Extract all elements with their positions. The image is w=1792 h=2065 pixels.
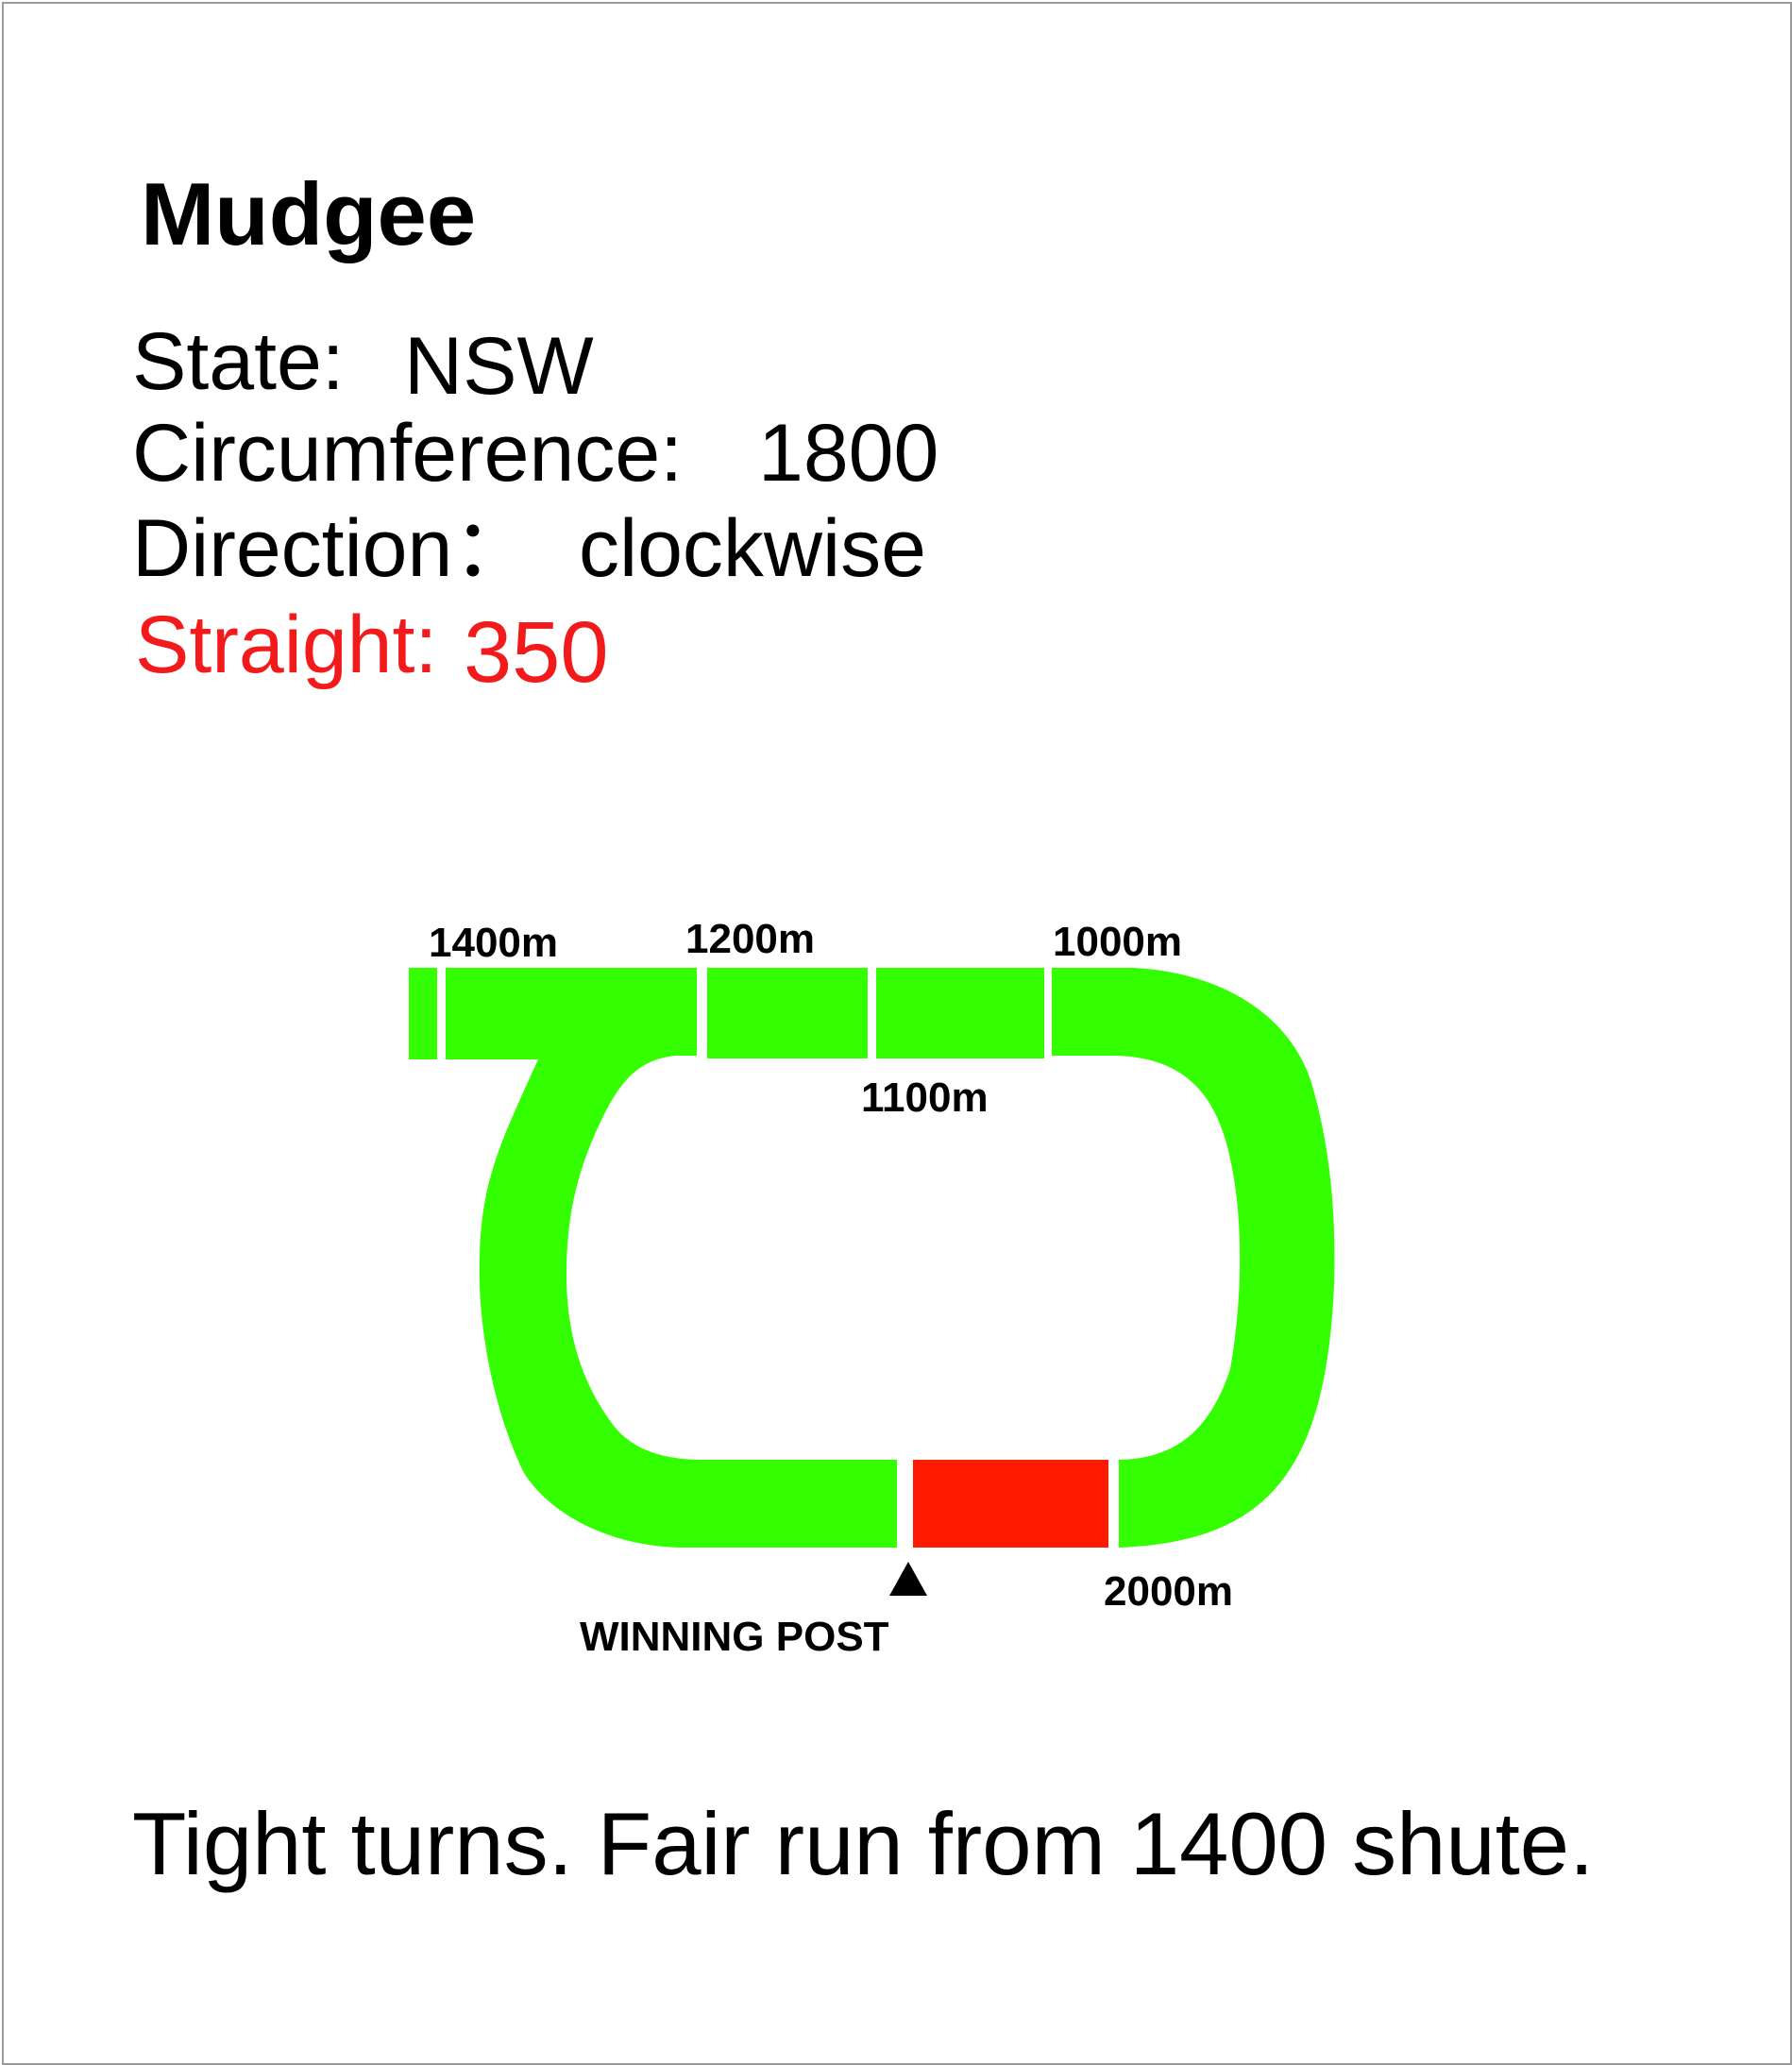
home-straight [913,1460,1108,1548]
direction-label: Direction： [132,503,534,594]
back-straight-segment-2 [876,968,1044,1058]
marker-1000m: 1000m [1053,919,1182,965]
circumference-value: 1800 [758,408,939,499]
track-far-turn [1052,968,1335,1548]
winning-post-label: WINNING POST [580,1614,889,1660]
chute-segment-start [409,968,437,1059]
circumference-label: Circumference: [132,408,684,499]
marker-1200m: 1200m [685,916,815,962]
track-note: Tight turns. Fair run from 1400 shute. [132,1794,1595,1893]
track-chute-and-left-turn [446,968,897,1548]
direction-value: clockwise [579,503,926,594]
marker-1400m: 1400m [429,920,558,966]
track-title: Mudgee [141,164,477,263]
state-value: NSW [404,321,594,412]
back-straight-segment-1 [707,968,868,1058]
marker-2000m: 2000m [1104,1568,1233,1615]
winning-post-marker [889,1562,927,1596]
straight-value: 350 [464,604,609,701]
straight-label: Straight: [135,600,438,690]
state-label: State: [132,316,345,407]
marker-1100m: 1100m [861,1075,989,1121]
